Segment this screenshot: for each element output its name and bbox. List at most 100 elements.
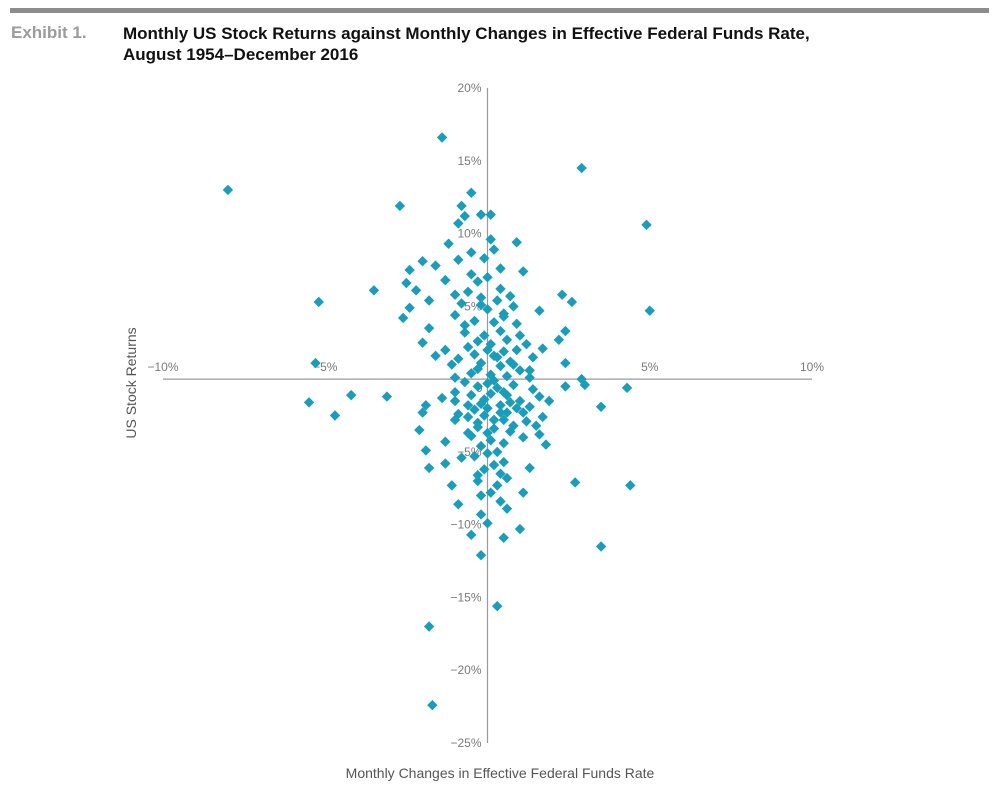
data-point <box>495 263 506 274</box>
data-point <box>469 451 480 462</box>
data-point <box>446 480 458 491</box>
data-point <box>595 401 607 412</box>
data-point <box>475 357 487 369</box>
data-point <box>482 403 493 414</box>
data-point <box>508 379 519 391</box>
data-point <box>505 426 516 437</box>
data-point <box>501 472 513 484</box>
data-point <box>453 353 464 364</box>
y-axis-label: US Stock Returns <box>123 327 139 438</box>
data-point <box>482 378 493 389</box>
data-point <box>475 550 487 561</box>
exhibit-label: Exhibit 1. <box>11 23 87 42</box>
data-point <box>430 260 441 271</box>
y-tick-label: −20% <box>450 663 481 677</box>
data-point <box>475 292 487 303</box>
data-point <box>449 395 461 407</box>
data-point <box>466 368 477 379</box>
data-point <box>498 387 509 398</box>
data-point <box>466 430 477 442</box>
data-point <box>453 499 464 510</box>
data-point <box>397 312 409 324</box>
data-point <box>417 256 428 267</box>
data-point <box>482 272 493 283</box>
data-point <box>469 349 480 360</box>
data-point <box>410 285 422 296</box>
data-point <box>537 411 548 423</box>
data-point <box>423 621 435 632</box>
data-point <box>641 219 652 231</box>
data-point <box>449 414 461 426</box>
data-point <box>303 397 315 408</box>
x-axis-label: Monthly Changes in Effective Federal Fun… <box>346 765 655 781</box>
data-point <box>466 187 477 198</box>
data-point <box>472 469 483 481</box>
data-point <box>505 356 516 367</box>
data-point <box>456 298 467 309</box>
data-point <box>534 391 545 402</box>
data-point <box>449 387 461 398</box>
data-point <box>595 541 607 552</box>
data-point <box>514 330 526 341</box>
data-point <box>423 295 435 306</box>
data-point <box>482 344 493 356</box>
data-point <box>479 410 490 421</box>
data-point <box>462 411 474 423</box>
data-point <box>329 410 341 421</box>
data-point <box>511 344 522 356</box>
data-point <box>530 420 542 431</box>
data-point <box>488 423 500 434</box>
data-point <box>404 264 415 276</box>
data-point <box>501 407 513 418</box>
data-point <box>495 407 506 418</box>
data-point <box>417 337 428 348</box>
data-point <box>436 392 448 404</box>
data-point <box>511 318 522 329</box>
data-point <box>625 480 636 491</box>
data-point <box>449 289 461 300</box>
data-point <box>524 365 535 376</box>
data-point <box>482 304 493 315</box>
data-point <box>459 320 470 331</box>
data-point <box>511 403 522 414</box>
data-point <box>553 334 565 346</box>
data-point <box>534 429 545 440</box>
data-point <box>368 285 380 296</box>
data-point <box>417 407 428 418</box>
data-point <box>517 407 529 418</box>
data-point <box>222 184 234 196</box>
data-point <box>479 464 490 475</box>
data-point <box>479 253 490 264</box>
data-point <box>462 400 474 411</box>
data-point <box>420 400 432 411</box>
data-point <box>472 475 483 487</box>
data-point <box>621 382 633 394</box>
data-point <box>517 266 529 277</box>
data-point <box>466 269 477 280</box>
data-point <box>472 381 483 392</box>
data-point <box>644 305 655 316</box>
data-point <box>475 509 487 520</box>
data-point <box>466 389 477 401</box>
x-tick-labels: −10%−5%05%10% <box>147 360 824 395</box>
data-point <box>436 132 448 143</box>
data-point <box>492 382 503 394</box>
data-point <box>479 330 490 341</box>
data-point <box>488 414 500 426</box>
data-point <box>498 437 509 449</box>
data-point <box>462 286 474 297</box>
data-point <box>524 462 535 474</box>
data-point <box>521 338 532 350</box>
y-tick-label: 5% <box>464 299 482 313</box>
data-point <box>459 327 470 338</box>
data-point <box>498 346 509 357</box>
data-point <box>566 296 578 308</box>
data-point <box>475 209 487 220</box>
data-point <box>514 365 526 376</box>
data-point <box>495 400 506 411</box>
data-point <box>556 289 568 300</box>
data-point <box>466 529 477 541</box>
data-point <box>498 532 509 543</box>
data-point <box>521 416 532 427</box>
